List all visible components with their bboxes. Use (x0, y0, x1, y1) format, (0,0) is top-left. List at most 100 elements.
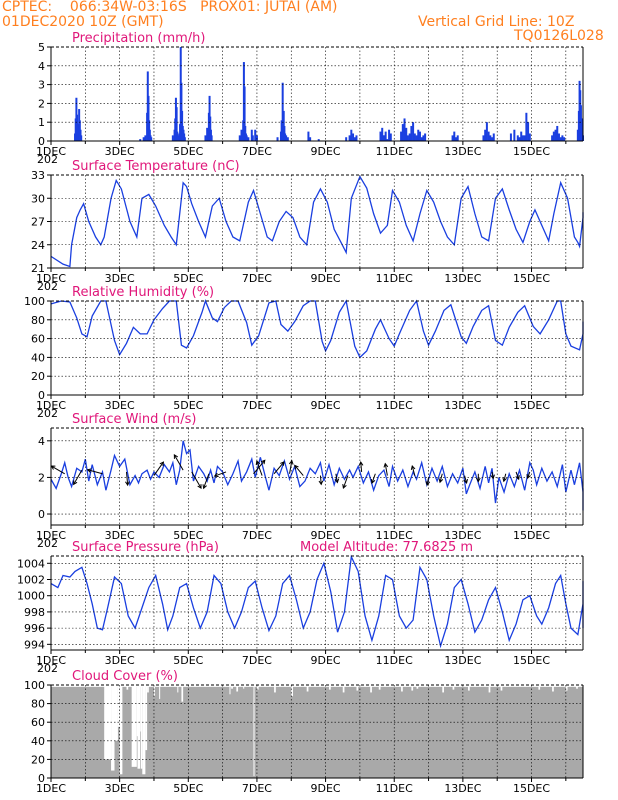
cloud-gap (416, 685, 419, 689)
cloud-gap (159, 685, 161, 699)
x-tick-label: 7DEC (242, 782, 272, 795)
x-tick-label: 5DEC (173, 654, 203, 667)
bar (405, 127, 408, 141)
x-tick-label: 9DEC (311, 529, 341, 542)
x-tick-label: 13DEC (444, 529, 481, 542)
bar (389, 133, 392, 141)
bar (552, 131, 555, 141)
cloud-gap (153, 685, 155, 697)
y-tick-label: 998 (24, 606, 45, 619)
bar (513, 129, 516, 141)
x-tick-label: 5DEC (173, 272, 203, 285)
x-tick-label: 7DEC (242, 272, 272, 285)
panel-title: Precipitation (mm/h) (72, 31, 205, 46)
bar (276, 137, 279, 141)
wind-vector (342, 475, 349, 489)
bar (559, 137, 562, 141)
bar (418, 131, 421, 141)
bar (352, 133, 355, 141)
year-fragment: 202 (37, 280, 58, 293)
bar (254, 129, 257, 141)
bar (353, 137, 356, 141)
wind-vector (370, 473, 376, 485)
y-tick-label: 60 (31, 716, 45, 729)
bar (245, 135, 248, 141)
bar (80, 135, 83, 141)
y-tick-label: 996 (24, 622, 45, 635)
x-tick-label: 11DEC (376, 272, 413, 285)
bar (183, 137, 186, 141)
bar (556, 125, 559, 141)
x-tick-label: 11DEC (376, 145, 413, 158)
wind-vector (173, 453, 184, 471)
cloud-gap (229, 685, 231, 695)
x-tick-label: 3DEC (105, 782, 135, 795)
bar (307, 131, 310, 141)
bar (521, 135, 524, 141)
cloud-gap (291, 685, 293, 697)
bar (176, 135, 179, 141)
bar (491, 137, 494, 141)
bar (489, 135, 492, 141)
y-tick-label: 80 (31, 698, 45, 711)
x-tick-label: 1DEC (36, 399, 66, 412)
series-line (50, 175, 584, 268)
bar (280, 120, 283, 141)
y-tick-label: 994 (24, 638, 45, 651)
bar (350, 129, 353, 141)
y-tick-label: 0 (38, 135, 45, 148)
bar (210, 135, 213, 141)
y-tick-label: 1004 (17, 557, 45, 570)
cloud-gap (306, 685, 309, 692)
wind-vector (463, 475, 469, 485)
series-line (50, 299, 584, 359)
bar (309, 137, 312, 141)
wind-vector (502, 473, 507, 483)
bar (455, 137, 458, 141)
bar (238, 135, 241, 141)
year-fragment: 202 (37, 407, 58, 420)
x-tick-label: 5DEC (173, 529, 203, 542)
bar (485, 122, 488, 141)
bar (204, 135, 207, 141)
bar (379, 131, 382, 141)
bar (285, 135, 288, 141)
x-tick-label: 15DEC (513, 399, 550, 412)
x-tick-label: 15DEC (513, 272, 550, 285)
series-line (50, 440, 584, 511)
x-tick-label: 1DEC (36, 654, 66, 667)
wind-vector (526, 471, 531, 480)
y-tick-label: 2 (38, 471, 45, 484)
wind-vector (213, 471, 227, 478)
cloud-gap (142, 685, 146, 775)
bar (523, 135, 526, 141)
panel-title: Surface Wind (m/s) (72, 412, 196, 427)
bar (206, 127, 209, 141)
panel-title: Surface Pressure (hPa) (72, 540, 219, 555)
cloud-gap (104, 685, 112, 760)
y-tick-label: 21 (31, 262, 45, 275)
bar (147, 95, 150, 141)
wind-vector (358, 461, 364, 472)
y-tick-label: 40 (31, 351, 45, 364)
bar (345, 137, 348, 141)
bar (487, 131, 490, 141)
bar (551, 135, 554, 141)
panel-title: Relative Humidity (%) (72, 285, 214, 300)
bar (518, 137, 521, 141)
x-tick-label: 7DEC (242, 145, 272, 158)
x-tick-label: 3DEC (105, 529, 135, 542)
wind-vector (153, 461, 165, 476)
y-tick-label: 60 (31, 333, 45, 346)
cloud-gap (117, 685, 120, 727)
bar (576, 129, 579, 141)
y-tick-label: 100 (24, 679, 45, 692)
panel-title: Cloud Cover (%) (72, 669, 178, 684)
x-tick-label: 1DEC (36, 782, 66, 795)
y-tick-label: 100 (24, 295, 45, 308)
bar (557, 133, 560, 141)
panel-pressure: Surface Pressure (hPa) 994 996 998 1000 1002 1… (17, 540, 584, 675)
y-tick-label: 27 (31, 216, 45, 229)
x-tick-label: 13DEC (444, 145, 481, 158)
cloud-gap (111, 685, 115, 771)
